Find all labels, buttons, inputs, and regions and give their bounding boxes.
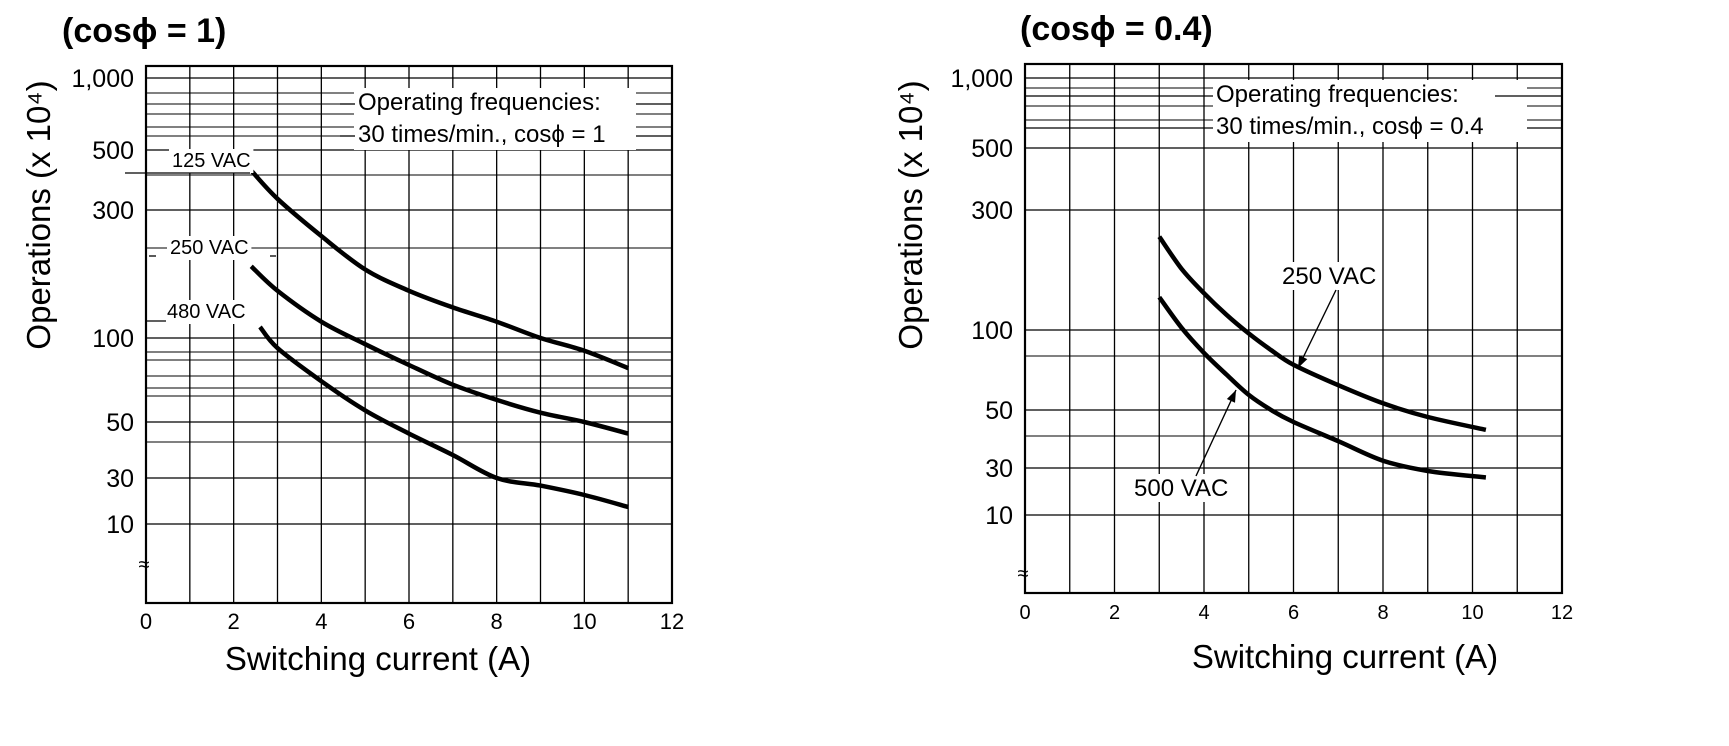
axis-break-mark: ≈ bbox=[1018, 563, 1029, 585]
x-tick-label: 6 bbox=[1288, 602, 1299, 624]
series-line-250-vac bbox=[249, 264, 629, 436]
series-label-backdrop bbox=[1279, 262, 1380, 290]
annotation-backdrop bbox=[1213, 80, 1527, 142]
x-tick-label: 10 bbox=[572, 609, 596, 634]
x-tick-label: 4 bbox=[1198, 602, 1209, 624]
y-tick-label: 100 bbox=[92, 325, 134, 353]
y-tick-label: 100 bbox=[971, 317, 1013, 345]
series-label-arrowhead bbox=[1226, 390, 1236, 403]
y-tick-label: 500 bbox=[971, 135, 1013, 163]
series-label: 250 VAC bbox=[170, 237, 249, 259]
x-tick-label: 8 bbox=[491, 609, 503, 634]
x-tick-label: 4 bbox=[315, 609, 327, 634]
x-axis-label: Switching current (A) bbox=[1192, 638, 1498, 675]
annotation-text: 30 times/min., cosϕ = 0.4 bbox=[1216, 113, 1484, 140]
series-label-backdrop bbox=[1131, 474, 1232, 502]
series-label-arrow bbox=[1195, 389, 1237, 477]
y-tick-label: 10 bbox=[985, 502, 1013, 530]
series-label: 480 VAC bbox=[167, 301, 246, 323]
series-line-480-vac bbox=[258, 325, 629, 510]
series-label-backdrop bbox=[169, 149, 254, 173]
x-tick-label: 2 bbox=[228, 609, 240, 634]
y-axis-label: Operations (x 10⁴) bbox=[892, 80, 929, 349]
y-tick-label: 10 bbox=[106, 511, 134, 539]
series-label-arrow bbox=[1297, 289, 1337, 369]
plot-frame bbox=[1023, 62, 1564, 595]
series-line-500-vac bbox=[1157, 295, 1487, 480]
chart-panel: (cosϕ = 0.4) Operating frequencies: 30 tim… bbox=[892, 10, 1573, 675]
annotation-text: Operating frequencies: bbox=[358, 89, 601, 116]
y-tick-label: 50 bbox=[106, 409, 134, 437]
series-line-250-vac bbox=[1157, 235, 1487, 432]
y-axis-label: Operations (x 10⁴) bbox=[20, 80, 57, 349]
annotation-text: Operating frequencies: bbox=[1216, 81, 1459, 108]
x-tick-label: 2 bbox=[1109, 602, 1120, 624]
x-tick-label: 12 bbox=[660, 609, 684, 634]
series-label-backdrop bbox=[167, 236, 252, 260]
y-tick-label: 30 bbox=[106, 465, 134, 493]
annotation-backdrop bbox=[354, 88, 636, 150]
x-tick-label: 0 bbox=[140, 609, 152, 634]
axis-break-mark: ≈ bbox=[139, 554, 150, 576]
series-line-125-vac bbox=[249, 168, 630, 371]
x-tick-label: 6 bbox=[403, 609, 415, 634]
y-tick-label: 300 bbox=[971, 197, 1013, 225]
y-tick-label: 1,000 bbox=[71, 65, 134, 93]
x-axis-label: Switching current (A) bbox=[225, 640, 531, 677]
y-tick-label: 300 bbox=[92, 197, 134, 225]
y-tick-label: 1,000 bbox=[950, 65, 1013, 93]
series-label: 125 VAC bbox=[172, 150, 251, 172]
x-tick-label: 0 bbox=[1019, 602, 1030, 624]
chart-title: (cosϕ = 1) bbox=[62, 12, 226, 50]
series-label-backdrop bbox=[164, 300, 249, 324]
annotation-text: 30 times/min., cosϕ = 1 bbox=[358, 121, 606, 148]
chart-title: (cosϕ = 0.4) bbox=[1020, 10, 1213, 48]
x-tick-label: 12 bbox=[1551, 602, 1573, 624]
chart-panel: (cosϕ = 1) Operating frequencies: 30 times… bbox=[20, 12, 684, 677]
x-tick-label: 10 bbox=[1461, 602, 1483, 624]
y-tick-label: 30 bbox=[985, 455, 1013, 483]
plot-frame bbox=[144, 64, 674, 605]
series-label: 250 VAC bbox=[1282, 263, 1376, 290]
series-label: 500 VAC bbox=[1134, 475, 1228, 502]
series-label-arrowhead bbox=[1298, 355, 1308, 368]
x-tick-label: 8 bbox=[1377, 602, 1388, 624]
y-tick-label: 50 bbox=[985, 397, 1013, 425]
y-tick-label: 500 bbox=[92, 137, 134, 165]
